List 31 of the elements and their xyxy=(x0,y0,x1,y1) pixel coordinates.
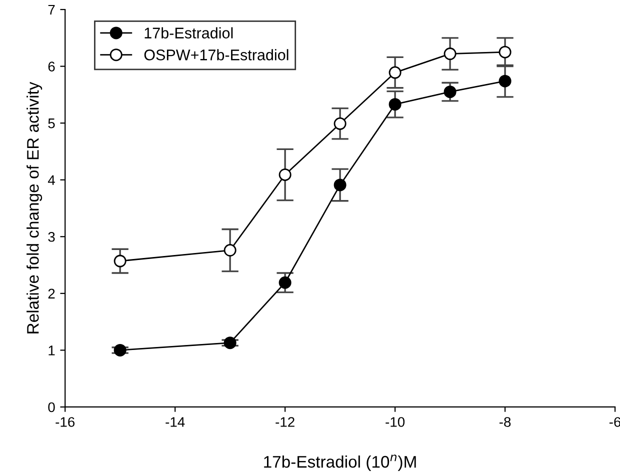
legend-label: 17b-Estradiol xyxy=(144,27,233,38)
y-tick-label: 4 xyxy=(48,175,55,185)
point xyxy=(224,244,236,257)
point xyxy=(444,86,456,98)
y-tick-label: 0 xyxy=(48,402,55,412)
point xyxy=(388,98,402,111)
point xyxy=(334,117,346,130)
y-tick-label: 3 xyxy=(48,232,55,242)
point xyxy=(388,66,402,79)
legend-label: OSPW+17b-Estradiol xyxy=(144,49,288,60)
x-tick-label: -14 xyxy=(166,417,185,427)
point xyxy=(278,168,292,181)
y-tick-label: 7 xyxy=(48,4,55,15)
x-axis-title: 17b-Estradiol (10$^{n}$)M xyxy=(264,454,416,472)
x-tick-label: -16 xyxy=(56,417,75,427)
point xyxy=(498,74,512,88)
y-tick-label: 1 xyxy=(48,346,55,356)
point xyxy=(334,178,346,192)
y-axis-title: Relative fold change of ER activity xyxy=(26,82,42,334)
point xyxy=(444,48,456,60)
x-tick-label: -12 xyxy=(276,417,294,427)
point xyxy=(114,344,126,356)
point xyxy=(114,254,126,268)
x-tick-label: -10 xyxy=(386,417,405,427)
y-tick-label: 6 xyxy=(48,62,55,72)
x-tick-label: -8 xyxy=(499,417,511,427)
point xyxy=(498,46,512,58)
point xyxy=(224,336,236,350)
y-tick-label: 2 xyxy=(48,288,55,298)
point xyxy=(278,276,292,289)
y-tick-label: 5 xyxy=(48,118,55,128)
